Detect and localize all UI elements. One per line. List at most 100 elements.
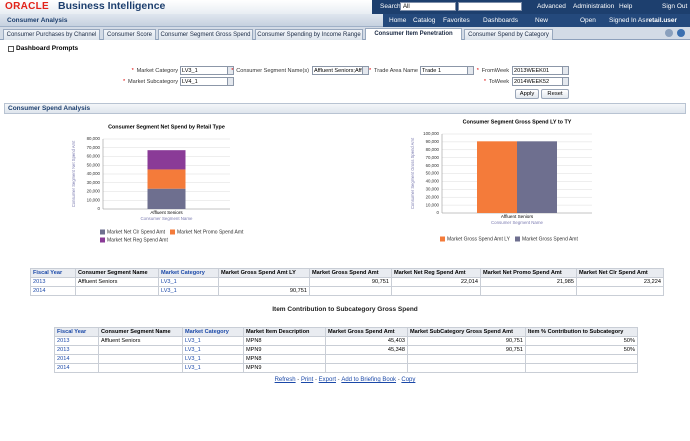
bar-segment <box>147 150 186 170</box>
legend-swatch <box>170 229 175 235</box>
nav-link[interactable]: Open <box>580 17 596 24</box>
dropdown-button[interactable] <box>227 78 233 85</box>
y-axis-title: Consumer Segment Net Spend Amt <box>71 140 76 207</box>
dropdown-button[interactable] <box>362 67 368 74</box>
y-tick-label: 90,000 <box>426 139 440 144</box>
y-tick-label: 60,000 <box>426 163 440 168</box>
prompt-select[interactable]: 2014WEEK52 <box>512 77 569 86</box>
search-input[interactable] <box>458 2 522 11</box>
nav-link[interactable]: Favorites <box>443 17 470 24</box>
column-header: Item % Contribution to Subcategory <box>525 327 638 337</box>
column-header: Market SubCategory Gross Spend Amt <box>407 327 526 337</box>
y-tick-label: 10,000 <box>426 202 440 207</box>
column-header: Market Item Description <box>243 327 326 337</box>
prompt-button[interactable]: Reset <box>541 89 569 99</box>
report-link[interactable]: Add to Briefing Book <box>341 377 397 383</box>
column-header: Consumer Segment Name <box>98 327 183 337</box>
table-cell: 50% <box>525 345 638 355</box>
table-cell <box>407 363 526 373</box>
report-link[interactable]: Copy <box>401 377 416 383</box>
y-tick-label: 40,000 <box>426 179 440 184</box>
prompt-select[interactable]: LV4_1 <box>180 77 234 86</box>
section-title: Consumer Spend Analysis <box>8 105 91 112</box>
table-cell[interactable]: 2013 <box>54 345 99 355</box>
table-cell: 22,014 <box>391 277 481 287</box>
nav-link[interactable]: New <box>535 17 549 24</box>
required-mark: * <box>369 68 372 74</box>
table-cell[interactable]: LV3_1 <box>182 336 244 346</box>
prompt-select[interactable]: Affluent Seniors;Aff <box>312 66 369 75</box>
report-link[interactable]: Print <box>300 377 314 383</box>
prompt-select[interactable]: Trade 1 <box>420 66 474 75</box>
dropdown-button[interactable] <box>467 67 473 74</box>
separator: - <box>295 377 301 383</box>
header-link[interactable]: Advanced <box>537 3 566 10</box>
table-cell[interactable]: 2013 <box>54 336 99 346</box>
header-link[interactable]: Help <box>619 3 633 10</box>
tab[interactable]: Consumer Segment Gross Spend <box>158 29 253 40</box>
tab-active[interactable]: Consumer Item Penetration <box>365 28 462 40</box>
product-name: Business Intelligence <box>58 0 166 12</box>
table-cell[interactable]: LV3_1 <box>158 277 219 287</box>
table-cell[interactable]: 2014 <box>54 363 99 373</box>
table-cell[interactable]: LV3_1 <box>182 363 244 373</box>
table-cell[interactable]: LV3_1 <box>158 286 219 296</box>
legend-swatch <box>100 229 105 235</box>
table-cell[interactable]: 2013 <box>30 277 76 287</box>
y-tick-label: 40,000 <box>87 171 101 176</box>
nav-link[interactable]: Dashboards <box>483 17 519 24</box>
nav-link[interactable]: Catalog <box>413 17 436 24</box>
table-cell: MPN8 <box>243 336 326 346</box>
table-cell: 45,348 <box>325 345 408 355</box>
x-axis-title: Consumer Segment Name <box>491 220 544 225</box>
search-scope[interactable]: All <box>400 2 456 11</box>
data-row: 2013 LV3_1 MPN9 45,348 90,751 50% <box>54 345 638 355</box>
column-header[interactable]: Market Category <box>182 327 244 337</box>
table-cell: 90,751 <box>309 277 392 287</box>
header-row: Fiscal Year Consumer Segment Name Market C… <box>30 268 664 278</box>
prompt-label: Market Subcategory * <box>122 79 178 85</box>
header-link[interactable]: Sign Out <box>662 3 688 10</box>
prompt-label: FromWeek * <box>476 68 509 74</box>
data-row: 2014 LV3_1 MPN9 <box>54 363 638 373</box>
report-link[interactable]: Export <box>318 377 336 383</box>
table-cell[interactable]: LV3_1 <box>182 345 244 355</box>
y-tick-label: 50,000 <box>87 162 101 167</box>
report-link[interactable]: Refresh <box>274 377 296 383</box>
dropdown-button[interactable] <box>227 67 233 74</box>
prompt-select[interactable]: LV3_1 <box>180 66 234 75</box>
dropdown-button[interactable] <box>562 78 568 85</box>
table-cell <box>480 286 577 296</box>
prompt-button[interactable]: Apply <box>515 89 539 99</box>
tab[interactable]: Consumer Spending by Income Range <box>255 29 363 40</box>
prompt-label: Market Category * <box>131 68 178 74</box>
table-cell[interactable]: 2014 <box>54 354 99 364</box>
prompt-select[interactable]: 2013WEEK01 <box>512 66 569 75</box>
data-row: 2014 LV3_1 90,751 <box>30 286 664 296</box>
help-icon[interactable] <box>677 29 685 37</box>
y-axis-title: Consumer Segment Gross Spend Amt <box>410 137 415 209</box>
table-cell: 90,751 <box>407 336 526 346</box>
required-mark: * <box>231 68 234 74</box>
required-mark: * <box>131 68 134 74</box>
collapse-icon[interactable] <box>8 46 14 52</box>
column-header[interactable]: Fiscal Year <box>30 268 76 278</box>
tab[interactable]: Consumer Purchases by Channel <box>3 29 100 40</box>
header-link[interactable]: Administration <box>573 3 615 10</box>
legend-swatch <box>100 237 105 243</box>
column-header[interactable]: Fiscal Year <box>54 327 99 337</box>
column-header[interactable]: Market Category <box>158 268 219 278</box>
data-row: 2013 Affluent Seniors LV3_1 MPN8 45,403 90,75… <box>54 336 638 346</box>
table-cell[interactable]: LV3_1 <box>182 354 244 364</box>
table-cell <box>98 354 183 364</box>
tab[interactable]: Consumer Spend by Category <box>464 29 553 40</box>
nav-link[interactable]: Home <box>389 17 407 24</box>
dropdown-button[interactable] <box>562 67 568 74</box>
table-cell <box>525 354 638 364</box>
signed-in-label: Signed In As <box>609 17 646 24</box>
table-cell[interactable]: 2014 <box>30 286 76 296</box>
user-name[interactable]: retail.user <box>646 17 678 24</box>
page-options-icon[interactable] <box>665 29 673 37</box>
chart: Consumer Segment Net Spend by Retail Typ… <box>71 124 244 243</box>
tab[interactable]: Consumer Score <box>103 29 156 40</box>
